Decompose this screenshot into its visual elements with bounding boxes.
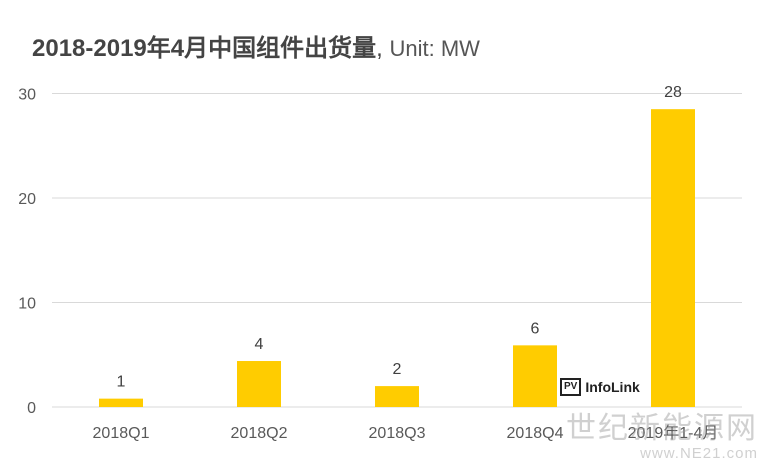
bar-4	[651, 109, 695, 408]
bar-3	[513, 345, 557, 407]
data-label: 4	[255, 336, 264, 353]
logo-text: InfoLink	[585, 379, 640, 395]
data-label: 2	[393, 361, 402, 378]
x-tick-label: 2018Q3	[369, 425, 426, 442]
y-tick-label: 30	[18, 87, 36, 104]
chart-title: 2018-2019年4月中国组件出货量, Unit: MW	[32, 28, 480, 63]
y-tick-label: 20	[18, 191, 36, 208]
watermark: 世纪新能源网 www.NE21.com	[566, 412, 758, 463]
watermark-url: www.NE21.com	[640, 445, 758, 462]
pv-logo-icon: PV	[560, 378, 582, 396]
chart-unit: Unit: MW	[389, 36, 480, 61]
data-label: 6	[531, 320, 540, 337]
bar-1	[237, 361, 281, 407]
title-separator: ,	[376, 35, 390, 62]
y-tick-label: 10	[18, 296, 36, 313]
bar-2	[375, 386, 419, 407]
x-tick-label: 2018Q4	[507, 425, 564, 442]
x-tick-label: 2018Q2	[231, 425, 288, 442]
data-label: 1	[117, 374, 126, 391]
x-tick-label: 2019年1-4月	[628, 424, 719, 442]
watermark-cn: 世纪新能源网	[566, 412, 758, 445]
x-tick-label: 2018Q1	[93, 425, 150, 442]
y-tick-label: 0	[27, 400, 36, 417]
data-label: 28	[664, 84, 682, 101]
chart-title-text: 2018-2019年4月中国组件出货量	[32, 35, 377, 62]
infolink-logo: PV InfoLink	[560, 378, 640, 396]
bar-0	[99, 398, 143, 407]
